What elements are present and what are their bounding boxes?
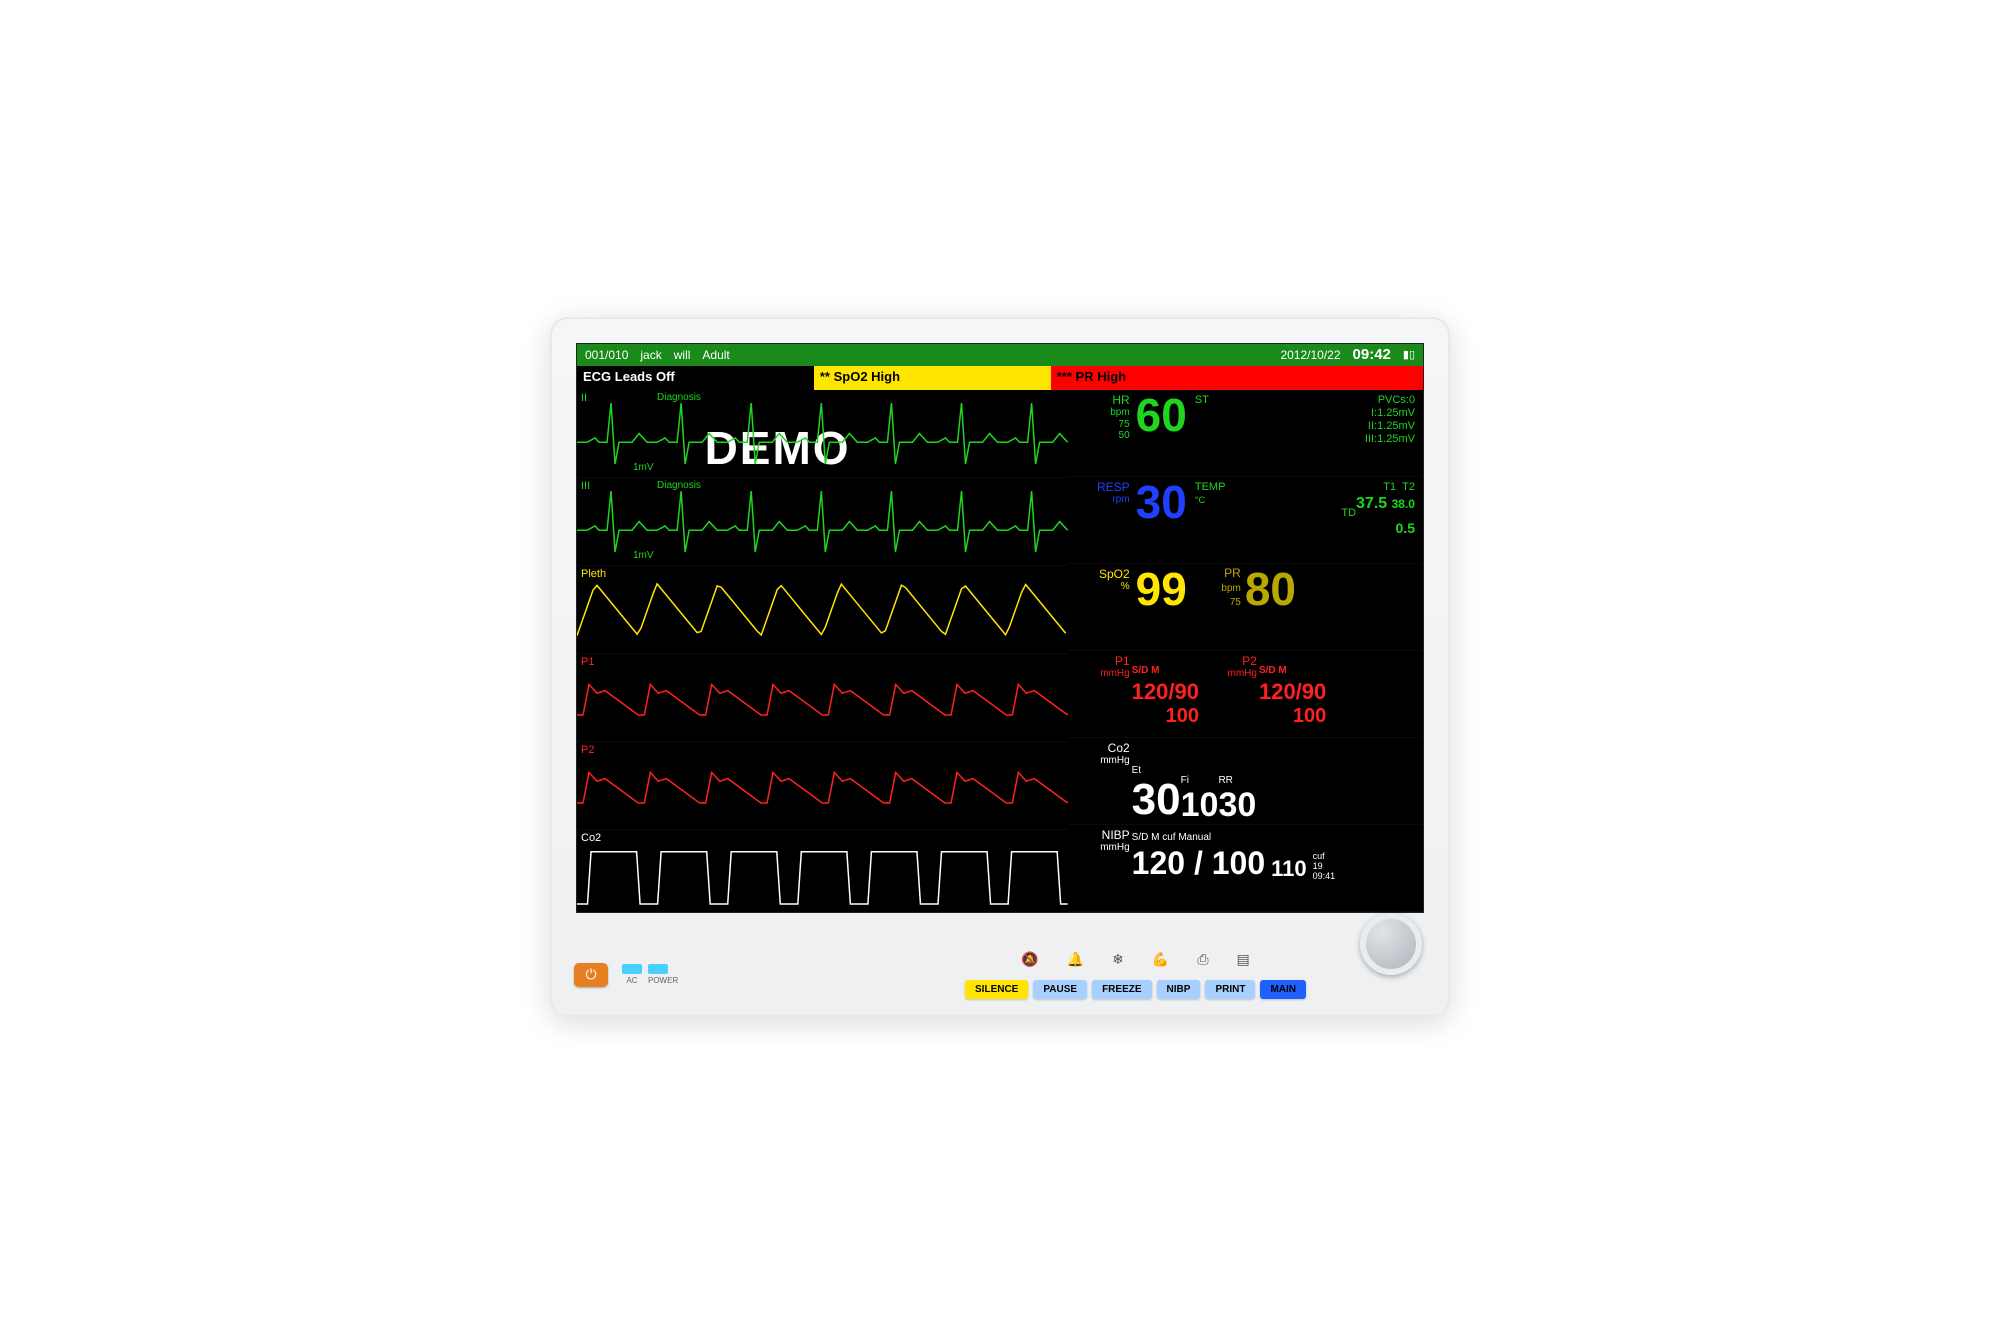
hr-value: 60 bbox=[1132, 392, 1191, 474]
wave-p2: P2 bbox=[577, 742, 1068, 830]
wave-co2: Co2 bbox=[577, 830, 1068, 912]
power-led-label: POWER bbox=[648, 976, 678, 985]
nibp-value: S/D M cuf Manual 120 / 100 110 cuf1909:4… bbox=[1132, 827, 1335, 909]
wave-label-ecg3: III bbox=[581, 480, 590, 492]
ac-led-label: AC bbox=[622, 976, 642, 985]
button-icon-row: 🔕 🔔 ❄ 💪 ⎙ ▤ bbox=[1021, 951, 1249, 968]
main-icon: ▤ bbox=[1237, 951, 1250, 968]
wave-p1: P1 bbox=[577, 654, 1068, 742]
wave-sublabel-ecg2: 1mV bbox=[633, 462, 654, 473]
wave-label-pleth: Pleth bbox=[581, 568, 606, 580]
pause-button[interactable]: PAUSE bbox=[1033, 980, 1087, 999]
wave-label-p1: P1 bbox=[581, 656, 594, 668]
patient-type: Adult bbox=[702, 348, 729, 362]
vital-spo2-pr: SpO2% 99 PRbpm75 80 bbox=[1068, 564, 1423, 651]
temp-block: TEMPT1 T2 °C37.5 38.0 TD0.5 bbox=[1191, 479, 1419, 561]
monitor-device: 001/010 jack will Adult 2012/10/22 09:42… bbox=[550, 317, 1450, 1017]
co2-label: Co2mmHg bbox=[1072, 740, 1132, 822]
spo2-value: 99 bbox=[1132, 566, 1191, 648]
rotary-knob[interactable] bbox=[1360, 913, 1422, 975]
wave-label-ecg2: II bbox=[581, 392, 587, 404]
p2-value: S/D M120/90100 bbox=[1259, 653, 1326, 735]
status-date: 2012/10/22 bbox=[1280, 348, 1340, 362]
screen: 001/010 jack will Adult 2012/10/22 09:42… bbox=[576, 343, 1424, 913]
wave-label-co2: Co2 bbox=[581, 832, 601, 844]
waveform-panel: DEMO IIDiagnosis1mVIIIDiagnosis1mVPlethP… bbox=[577, 390, 1068, 912]
silence-button[interactable]: SILENCE bbox=[965, 980, 1028, 999]
nibp-icon: 💪 bbox=[1152, 951, 1169, 968]
main-button[interactable]: MAIN bbox=[1260, 980, 1306, 999]
p2-label: P2mmHg bbox=[1199, 653, 1259, 735]
spo2-label: SpO2% bbox=[1072, 566, 1132, 648]
wave-label-p2: P2 bbox=[581, 744, 594, 756]
p1-value: S/D M120/90100 bbox=[1132, 653, 1199, 735]
vital-co2: Co2mmHg Et30 Fi10 RR30 bbox=[1068, 738, 1423, 825]
bed-id: 001/010 bbox=[585, 348, 628, 362]
wave-ecg3: III Diagnosis 1mV bbox=[577, 478, 1068, 566]
patient-last: will bbox=[674, 348, 691, 362]
status-bar: 001/010 jack will Adult 2012/10/22 09:42… bbox=[577, 344, 1423, 366]
resp-value: 30 bbox=[1132, 479, 1191, 561]
vital-hr-st: HRbpm75 50 60 STPVCs:0 I:1.25mVII:1.25mV… bbox=[1068, 390, 1423, 477]
co2-values: Et30 Fi10 RR30 bbox=[1132, 740, 1257, 822]
pr-value: 80 bbox=[1241, 566, 1300, 648]
battery-icon: ▮▯ bbox=[1403, 348, 1415, 361]
patient-first: jack bbox=[640, 348, 661, 362]
wave-tag-ecg3: Diagnosis bbox=[657, 480, 701, 491]
ac-led bbox=[622, 964, 642, 974]
wave-sublabel-ecg3: 1mV bbox=[633, 550, 654, 561]
nibp-button[interactable]: NIBP bbox=[1157, 980, 1201, 999]
wave-ecg2: II Diagnosis 1mV bbox=[577, 390, 1068, 478]
power-led bbox=[648, 964, 668, 974]
freeze-button[interactable]: FREEZE bbox=[1092, 980, 1151, 999]
freeze-icon: ❄ bbox=[1112, 951, 1124, 968]
print-button[interactable]: PRINT bbox=[1205, 980, 1255, 999]
wave-pleth: Pleth bbox=[577, 566, 1068, 654]
alert-spo2-high: ** SpO2 High bbox=[814, 366, 1051, 390]
status-time: 09:42 bbox=[1353, 346, 1391, 363]
hr-label: HRbpm75 50 bbox=[1072, 392, 1132, 474]
control-panel: ⏻ AC POWER 🔕 🔔 ❄ 💪 ⎙ ▤ SILENCE PAUSE FREEZ… bbox=[550, 951, 1450, 999]
st-block: STPVCs:0 I:1.25mVII:1.25mVIII:1.25mV bbox=[1191, 392, 1419, 474]
wave-tag-ecg2: Diagnosis bbox=[657, 392, 701, 403]
vital-resp-temp: RESPrpm 30 TEMPT1 T2 °C37.5 38.0 TD0.5 bbox=[1068, 477, 1423, 564]
alert-pr-high: *** PR High bbox=[1051, 366, 1423, 390]
pr-label: PRbpm75 bbox=[1191, 566, 1241, 648]
alert-ecg-leads: ECG Leads Off bbox=[577, 366, 814, 390]
alert-bar: ECG Leads Off ** SpO2 High *** PR High bbox=[577, 366, 1423, 390]
p1-label: P1mmHg bbox=[1072, 653, 1132, 735]
resp-label: RESPrpm bbox=[1072, 479, 1132, 561]
pause-icon: 🔔 bbox=[1067, 951, 1084, 968]
print-icon: ⎙ bbox=[1197, 951, 1208, 968]
power-button[interactable]: ⏻ bbox=[574, 963, 608, 987]
silence-icon: 🔕 bbox=[1021, 951, 1038, 968]
vitals-panel: HRbpm75 50 60 STPVCs:0 I:1.25mVII:1.25mV… bbox=[1068, 390, 1423, 912]
vital-nibp: NIBPmmHg S/D M cuf Manual 120 / 100 110 … bbox=[1068, 825, 1423, 912]
vital-p1-p2: P1mmHg S/D M120/90100 P2mmHg S/D M120/90… bbox=[1068, 651, 1423, 738]
nibp-label: NIBPmmHg bbox=[1072, 827, 1132, 909]
